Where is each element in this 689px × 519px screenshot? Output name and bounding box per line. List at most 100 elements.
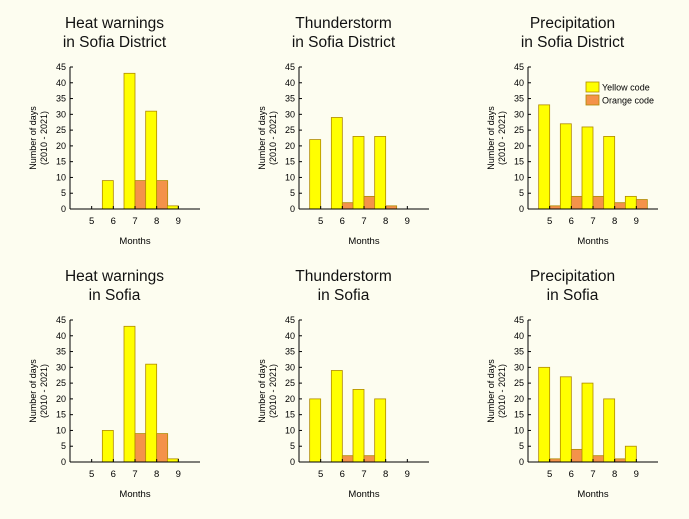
x-tick-label: 5 (318, 469, 323, 480)
x-axis-label: Months (348, 236, 379, 247)
x-tick-label: 5 (547, 216, 552, 227)
bar-orange-code (592, 455, 605, 463)
chart-panel-thunderstorm-sofia: Thunderstorm in Sofia 0 5 10 15 20 25 30 35 40 45… (229, 253, 458, 512)
y-tick-label: 20 (514, 141, 524, 151)
bar-yellow-code (603, 136, 616, 210)
y-tick-label: 25 (285, 125, 295, 135)
bar-yellow-code (330, 370, 343, 463)
bar-orange-code (341, 202, 354, 210)
y-axis-label-line: (2010 - 2021) (497, 111, 507, 165)
bar-yellow-code (581, 126, 594, 210)
bar-orange-code (341, 455, 354, 463)
y-tick-label: 25 (56, 378, 66, 388)
y-axis-label: Number of days(2010 - 2021) (486, 359, 507, 423)
chart-title: Precipitation in Sofia District (458, 14, 687, 52)
x-tick-label: 9 (405, 216, 410, 227)
y-axis-label-line: Number of days (257, 106, 267, 170)
chart-svg: 0 5 10 15 20 25 30 35 40 45 5 6 7 8 9 Months Number of d… (486, 62, 658, 247)
y-axis-label-line: (2010 - 2021) (268, 111, 278, 165)
y-tick-label: 0 (290, 457, 295, 467)
bar-yellow-code (374, 136, 387, 210)
x-tick-label: 6 (569, 469, 574, 480)
bar-orange-code (570, 195, 583, 210)
y-tick-label: 30 (56, 362, 66, 372)
x-tick-label: 8 (383, 469, 388, 480)
y-tick-label: 30 (285, 109, 295, 119)
chart-svg: 0 5 10 15 20 25 30 35 40 45 5 6 7 8 9 Months Number of d… (257, 62, 429, 247)
y-tick-label: 5 (519, 441, 524, 451)
y-axis-label-line: Number of days (486, 106, 496, 170)
y-tick-label: 15 (56, 410, 66, 420)
y-axis-label: Number of days(2010 - 2021) (257, 106, 278, 170)
chart-title: Heat warnings in Sofia District (0, 14, 229, 52)
y-tick-label: 20 (285, 394, 295, 404)
x-tick-label: 9 (176, 469, 181, 480)
chart-title-line1: Thunderstorm (295, 268, 392, 285)
x-tick-label: 8 (154, 216, 159, 227)
x-tick-label: 8 (612, 216, 617, 227)
bar-orange-code (156, 180, 169, 210)
x-axis-label: Months (119, 489, 150, 500)
y-tick-label: 0 (519, 457, 524, 467)
y-tick-label: 15 (56, 157, 66, 167)
bar-yellow-code (374, 398, 387, 463)
y-tick-label: 0 (290, 204, 295, 214)
chart-title-line1: Precipitation (529, 268, 616, 285)
bar-yellow-code (624, 195, 637, 210)
chart-title-line1: Heat warnings (64, 15, 165, 32)
y-tick-label: 35 (285, 347, 295, 357)
x-tick-label: 8 (383, 216, 388, 227)
chart-panel-precipitation-sofia: Precipitation in Sofia 0 5 10 15 20 25 30 35 40 4… (458, 253, 687, 512)
y-tick-label: 10 (514, 172, 524, 182)
x-tick-label: 7 (590, 216, 595, 227)
y-tick-label: 35 (514, 94, 524, 104)
legend-label: Yellow code (602, 83, 650, 93)
bar-yellow-code (309, 139, 322, 210)
y-tick-label: 30 (285, 362, 295, 372)
chart-panel-precipitation-sofia-district: Precipitation in Sofia District 0 5 10 15 20… (458, 0, 687, 259)
y-axis-label: Number of days(2010 - 2021) (28, 359, 49, 423)
x-tick-label: 7 (361, 469, 366, 480)
y-tick-label: 10 (514, 425, 524, 435)
bar-orange-code (614, 202, 627, 210)
y-tick-label: 25 (514, 378, 524, 388)
x-tick-label: 9 (405, 469, 410, 480)
bar-yellow-code (559, 376, 572, 463)
bar-yellow-code (123, 325, 136, 463)
bar-yellow-code (145, 363, 158, 463)
chart-title-line2: in Sofia District (62, 34, 167, 51)
bar-yellow-code (123, 72, 136, 210)
y-tick-label: 45 (514, 315, 524, 325)
bar-yellow-code (101, 430, 114, 463)
chart-svg: 0 5 10 15 20 25 30 35 40 45 5 6 7 8 9 Months Number of d… (257, 315, 429, 500)
bar-orange-code (363, 455, 376, 463)
x-tick-label: 9 (634, 469, 639, 480)
bar-yellow-code (101, 180, 114, 210)
bar-yellow-code (352, 136, 365, 210)
x-tick-label: 6 (569, 216, 574, 227)
y-tick-label: 35 (514, 347, 524, 357)
y-tick-label: 40 (56, 331, 66, 341)
y-tick-label: 40 (285, 331, 295, 341)
x-tick-label: 6 (340, 216, 345, 227)
x-tick-label: 5 (89, 469, 94, 480)
y-tick-label: 20 (56, 141, 66, 151)
chart-title: Thunderstorm in Sofia District (229, 14, 458, 52)
y-tick-label: 5 (61, 188, 66, 198)
chart-title-line2: in Sofia (546, 287, 599, 304)
bar-orange-code (635, 199, 648, 210)
bar-orange-code (134, 433, 147, 463)
chart-title-line2: in Sofia (317, 287, 370, 304)
y-axis-label-line: Number of days (28, 359, 38, 423)
bar-yellow-code (559, 123, 572, 210)
x-tick-label: 9 (176, 216, 181, 227)
y-tick-label: 5 (519, 188, 524, 198)
legend-swatch-yellow (585, 81, 600, 93)
y-tick-label: 15 (285, 410, 295, 420)
chart-svg: 0 5 10 15 20 25 30 35 40 45 5 6 7 8 9 Months Number of d… (28, 62, 200, 247)
bar-yellow-code (624, 445, 637, 463)
y-tick-label: 15 (285, 157, 295, 167)
bar-orange-code (592, 195, 605, 210)
chart-title-line2: in Sofia (88, 287, 141, 304)
chart-panel-thunderstorm-sofia-district: Thunderstorm in Sofia District 0 5 10 15 20 2… (229, 0, 458, 259)
